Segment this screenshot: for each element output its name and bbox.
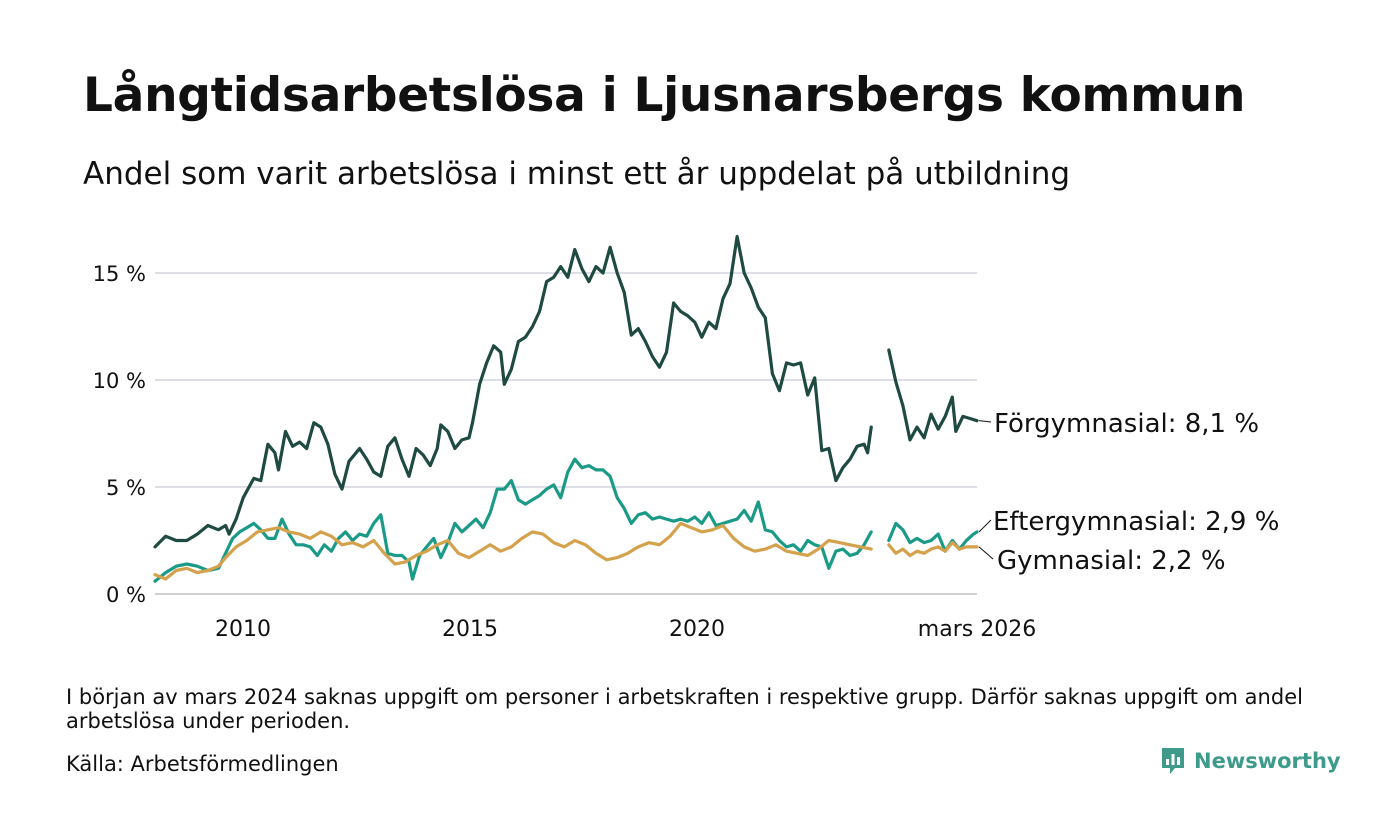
- series-line-förgymnasial-1: [887, 348, 979, 442]
- series-end-label: Förgymnasial: 8,1 %: [994, 409, 1259, 439]
- series-line-förgymnasial-0: [153, 235, 873, 549]
- x-tick-label: 2020: [669, 617, 725, 642]
- y-tick-label: 5 %: [106, 476, 146, 500]
- series-line-eftergymnasial-1: [887, 521, 979, 553]
- y-tick-label: 0 %: [106, 583, 146, 607]
- x-tick-label: 2015: [442, 617, 498, 642]
- x-tick-label: 2010: [215, 617, 271, 642]
- brand-name: Newsworthy: [1194, 749, 1341, 773]
- chart-title: Långtidsarbetslösa i Ljusnarsbergs kommu…: [83, 68, 1246, 123]
- newsworthy-logo-icon: [1162, 748, 1184, 774]
- series-end-label: Gymnasial: 2,2 %: [997, 546, 1226, 576]
- label-connector: [978, 519, 992, 533]
- series-line-eftergymnasial-0: [153, 457, 873, 583]
- series-end-label: Eftergymnasial: 2,9 %: [993, 507, 1279, 537]
- label-connector: [978, 546, 994, 560]
- series-line-gymnasial-0: [153, 521, 873, 581]
- series-end-labels: Förgymnasial: 8,1 % Eftergymnasial: 2,9 %…: [978, 409, 1279, 576]
- footnote: I början av mars 2024 saknas uppgift om …: [66, 685, 1303, 733]
- y-tick-label: 15 %: [93, 262, 146, 286]
- series-line-gymnasial-1: [887, 540, 979, 558]
- y-tick-label: 10 %: [93, 369, 146, 393]
- source-credit: Källa: Arbetsförmedlingen: [66, 752, 339, 776]
- line-chart: 0 % 5 % 10 % 15 % 2010 2015 2020 mars 2026 För…: [93, 235, 1279, 642]
- x-tick-label: mars 2026: [918, 617, 1036, 642]
- series-lines: [153, 235, 979, 583]
- newsworthy-logo: Newsworthy: [1160, 746, 1341, 776]
- y-axis-ticks: 0 % 5 % 10 % 15 %: [93, 262, 146, 607]
- label-connector: [978, 420, 992, 423]
- x-axis-ticks: 2010 2015 2020 mars 2026: [215, 617, 1036, 642]
- chart-subtitle: Andel som varit arbetslösa i minst ett å…: [83, 156, 1071, 192]
